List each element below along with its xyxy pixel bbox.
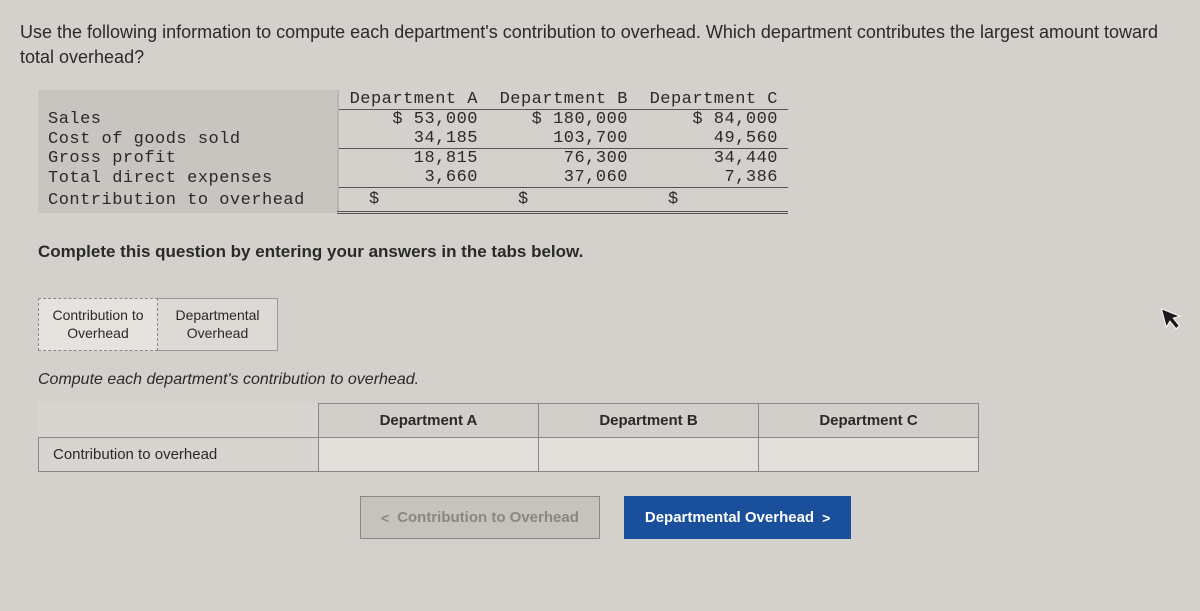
entry-col-c: Department C	[759, 404, 979, 438]
next-button[interactable]: Departmental Overhead >	[624, 496, 851, 539]
row-sales: Sales	[38, 110, 338, 130]
entry-col-a: Department A	[319, 404, 539, 438]
input-dept-a[interactable]	[319, 438, 538, 471]
entry-col-b: Department B	[539, 404, 759, 438]
input-dept-c[interactable]	[759, 438, 978, 471]
next-button-label: Departmental Overhead	[645, 509, 814, 526]
instruction-text: Complete this question by entering your …	[38, 242, 1180, 262]
chevron-right-icon: >	[822, 510, 830, 526]
answer-entry-table: Department A Department B Department C C…	[38, 403, 979, 472]
question-text: Use the following information to compute…	[20, 20, 1180, 70]
tab-strip: Contribution to Overhead Departmental Ov…	[38, 298, 1180, 351]
col-header-b: Department B	[488, 90, 638, 110]
col-header-a: Department A	[338, 90, 488, 110]
sub-instruction: Compute each department's contribution t…	[38, 371, 1180, 389]
income-statement-table: Department A Department B Department C S…	[38, 90, 788, 214]
prev-button[interactable]: < Contribution to Overhead	[360, 496, 600, 539]
row-direct-exp: Total direct expenses	[38, 168, 338, 188]
row-cogs: Cost of goods sold	[38, 129, 338, 149]
input-dept-b[interactable]	[539, 438, 758, 471]
col-header-c: Department C	[638, 90, 788, 110]
entry-row-label: Contribution to overhead	[39, 438, 319, 472]
tab-departmental[interactable]: Departmental Overhead	[158, 298, 278, 351]
prev-button-label: Contribution to Overhead	[397, 509, 579, 526]
chevron-left-icon: <	[381, 510, 389, 526]
tab-contribution[interactable]: Contribution to Overhead	[38, 298, 158, 351]
row-contribution: Contribution to overhead	[38, 188, 338, 213]
nav-buttons: < Contribution to Overhead Departmental …	[360, 496, 1180, 539]
row-gross-profit: Gross profit	[38, 149, 338, 169]
